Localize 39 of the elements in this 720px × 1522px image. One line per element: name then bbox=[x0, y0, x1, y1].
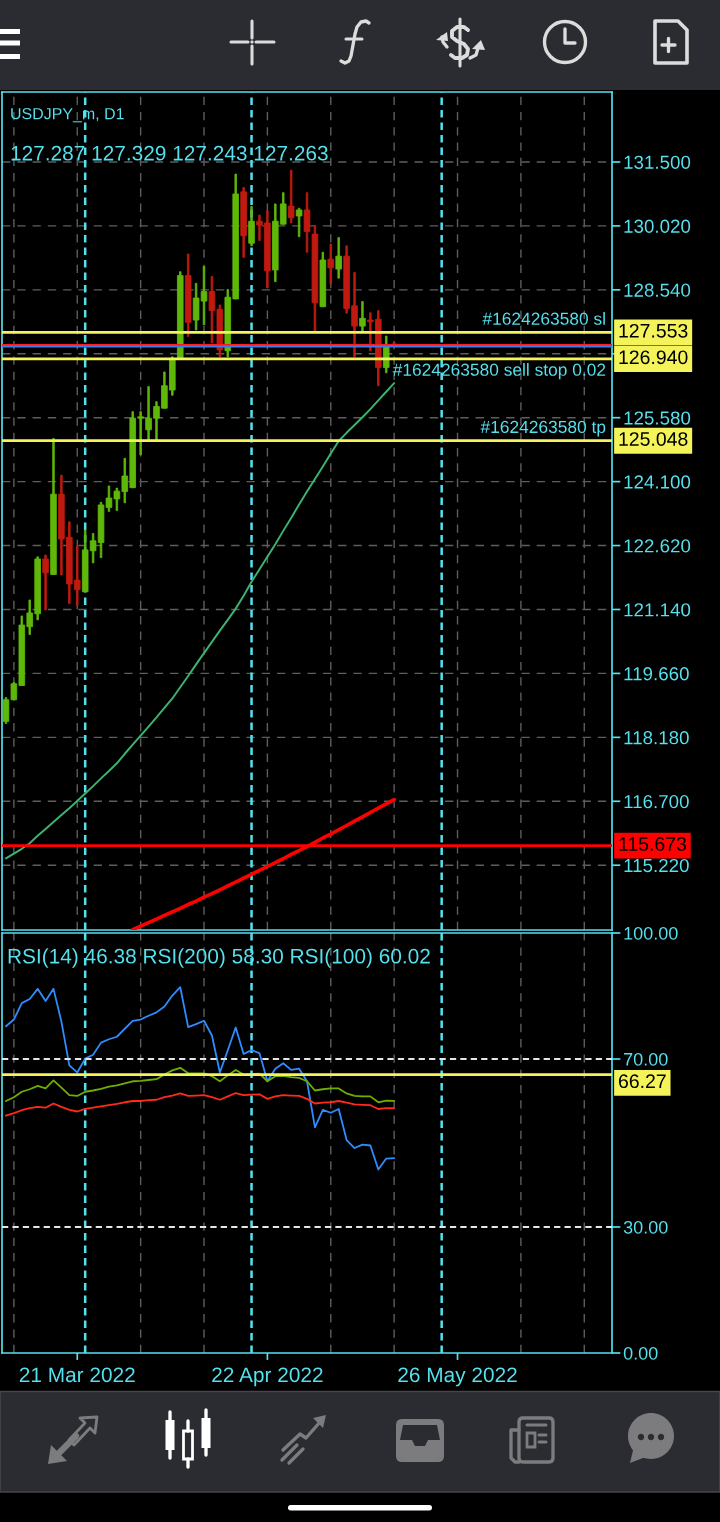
annotation: #1624263580 sl bbox=[482, 312, 605, 325]
line-series bbox=[4, 382, 396, 860]
y-tick-label: 131.500 bbox=[624, 155, 691, 169]
text: USDJPY_m, D1 bbox=[11, 107, 124, 123]
y-tick-label: 0.00 bbox=[623, 1346, 658, 1360]
ref-line-label: 66.27 bbox=[618, 1074, 666, 1089]
y-tick-label: 128.540 bbox=[624, 283, 691, 297]
x-tick-label: 22 Apr 2022 bbox=[212, 1367, 323, 1387]
line-series bbox=[5, 986, 396, 1171]
candlestick bbox=[295, 207, 303, 238]
candlestick bbox=[327, 243, 335, 285]
y-tick-label: 30.00 bbox=[623, 1220, 668, 1234]
y-tick-label: 118.180 bbox=[624, 731, 689, 745]
ref-line-label: 125.048 bbox=[619, 432, 688, 446]
text: 127.287 127.329 127.243 127.263 bbox=[11, 145, 328, 161]
y-tick-label: 100.00 bbox=[624, 926, 678, 940]
y-tick-label: 125.580 bbox=[624, 411, 691, 425]
annotation: #1624263580 tp bbox=[480, 420, 606, 437]
y-tick-label: 116.700 bbox=[624, 794, 689, 809]
candlestick bbox=[335, 237, 342, 279]
line-series bbox=[5, 1092, 396, 1117]
annotation: #1624263580 sell stop 0.02 bbox=[392, 363, 606, 380]
ref-line-label: 126.940 bbox=[619, 350, 688, 365]
line-series bbox=[5, 1066, 396, 1104]
candlestick bbox=[359, 301, 366, 333]
y-tick-label: 130.020 bbox=[624, 219, 691, 233]
x-tick-label: 26 May 2022 bbox=[398, 1367, 517, 1387]
y-tick-label: 121.140 bbox=[624, 603, 691, 617]
y-tick-label: 115.220 bbox=[624, 858, 689, 873]
text: RSI(14) 46.38 RSI(200) 58.30 RSI(100) 60.02 bbox=[8, 948, 430, 968]
candlestick bbox=[42, 554, 49, 611]
y-tick-label: 124.100 bbox=[624, 475, 691, 489]
ref-line-label: 127.553 bbox=[619, 323, 688, 338]
y-tick-label: 122.620 bbox=[624, 539, 691, 553]
ref-line-label: 115.673 bbox=[619, 837, 686, 851]
x-tick-label: 21 Mar 2022 bbox=[19, 1367, 135, 1383]
y-tick-label: 119.660 bbox=[624, 667, 689, 681]
y-tick-label: 70.00 bbox=[624, 1052, 668, 1066]
candlestick bbox=[287, 169, 295, 224]
